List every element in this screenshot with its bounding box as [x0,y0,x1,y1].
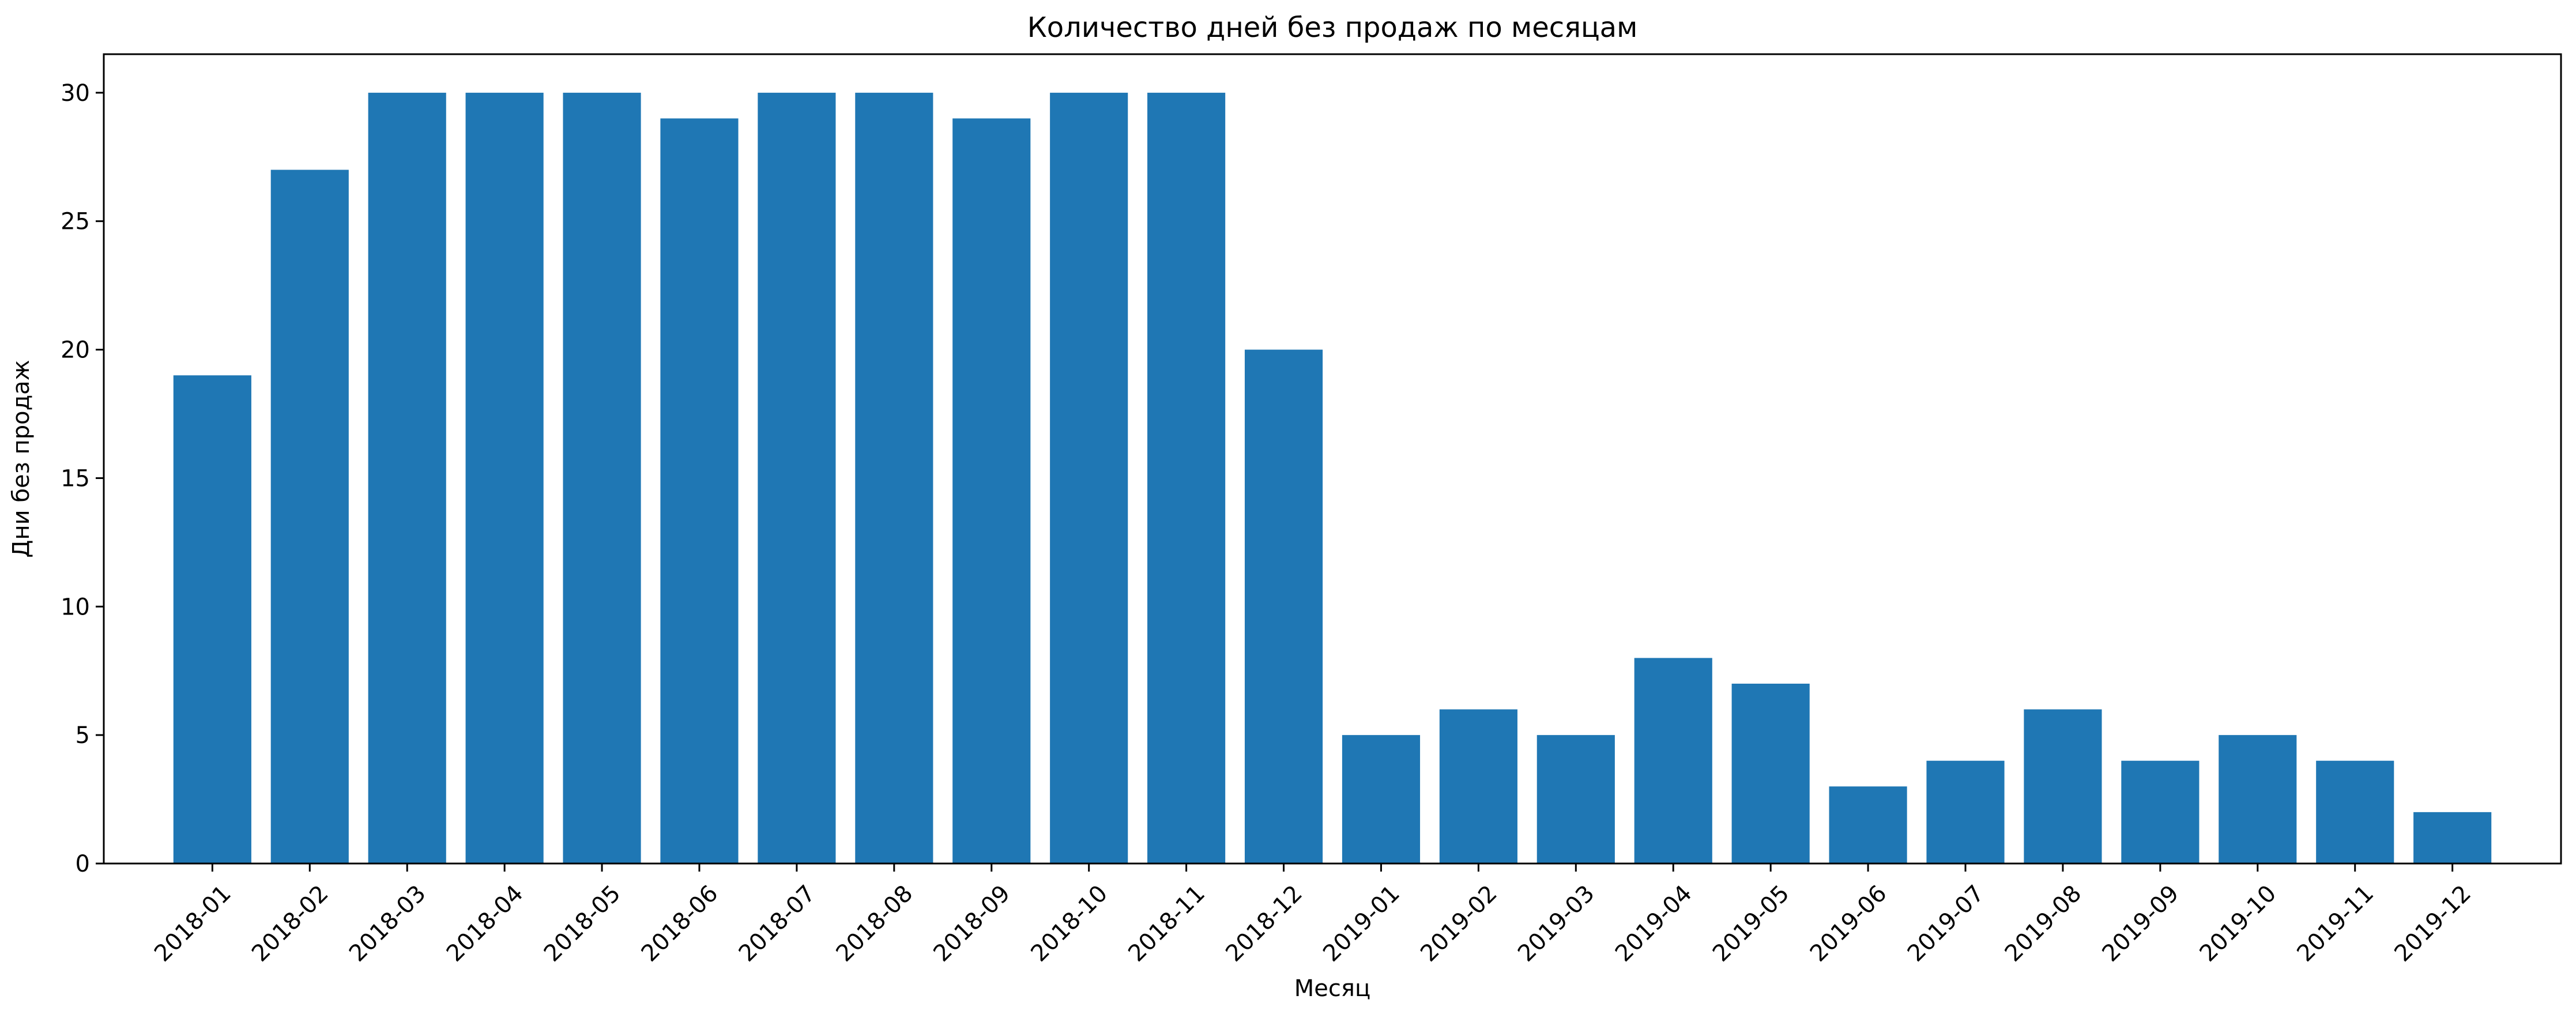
x-tick-label: 2019-10 [2195,880,2282,967]
bar-2019-09 [2121,760,2200,864]
y-tick-label: 20 [61,337,90,364]
x-tick-label: 2019-07 [1903,880,1990,967]
bar-2019-08 [2024,709,2102,864]
x-tick-label: 2018-03 [344,880,431,967]
bar-2018-11 [1147,92,1226,864]
x-tick-label: 2018-08 [831,880,918,967]
x-tick-label: 2019-06 [1805,880,1892,967]
y-tick-label: 15 [61,465,90,492]
x-tick-label: 2019-05 [1708,880,1795,967]
x-tick-label: 2018-04 [442,880,529,967]
chart-title: Количество дней без продаж по месяцам [1027,12,1638,44]
bar-2019-12 [2413,812,2492,864]
bar-2018-06 [660,118,739,864]
bar-2018-05 [563,92,641,864]
bar-2018-08 [855,92,933,864]
x-tick-label: 2018-09 [928,880,1015,967]
y-tick-label: 5 [76,722,90,749]
x-tick-label: 2018-02 [247,880,334,967]
x-tick-label: 2018-05 [539,880,626,967]
x-tick-label: 2019-11 [2292,880,2379,967]
x-tick-label: 2019-02 [1415,880,1502,967]
x-tick-label: 2019-03 [1513,880,1600,967]
x-tick-label: 2018-12 [1221,880,1308,967]
bar-2019-02 [1439,709,1517,864]
x-tick-label: 2018-10 [1026,880,1113,967]
bar-2018-10 [1050,92,1128,864]
bar-2019-11 [2316,760,2394,864]
bar-2019-06 [1829,786,1907,864]
bar-2018-09 [952,118,1031,864]
bar-2018-07 [758,92,836,864]
bar-2019-10 [2219,735,2297,864]
bar-2019-05 [1731,684,1810,864]
y-tick-label: 30 [61,80,90,107]
x-tick-label: 2018-01 [149,880,236,967]
bar-2018-03 [368,92,446,864]
bars-layer [173,92,2492,864]
bar-2018-02 [270,169,349,864]
x-tick-label: 2019-01 [1318,880,1405,967]
bar-2018-12 [1244,349,1323,864]
bar-2019-03 [1536,735,1615,864]
x-tick-label: 2019-08 [2000,880,2087,967]
x-tick-label: 2018-06 [637,880,724,967]
x-tick-label: 2019-12 [2389,880,2476,967]
plot-frame [103,53,2562,865]
bar-2019-07 [1926,760,2005,864]
bar-2019-04 [1634,658,1712,864]
bar-2018-04 [465,92,544,864]
x-tick-label: 2019-09 [2097,880,2185,967]
x-tick-label: 2018-11 [1123,880,1210,967]
y-tick-label: 10 [61,594,90,620]
x-tick-label: 2018-07 [734,880,821,967]
bar-2019-01 [1342,735,1421,864]
y-tick-label: 25 [61,209,90,235]
y-axis-label: Дни без продаж [8,360,35,558]
y-tick-label: 0 [76,851,90,877]
x-axis-label: Месяц [1294,975,1370,1002]
bar-2018-01 [173,375,251,864]
x-tick-label: 2019-04 [1610,880,1697,967]
